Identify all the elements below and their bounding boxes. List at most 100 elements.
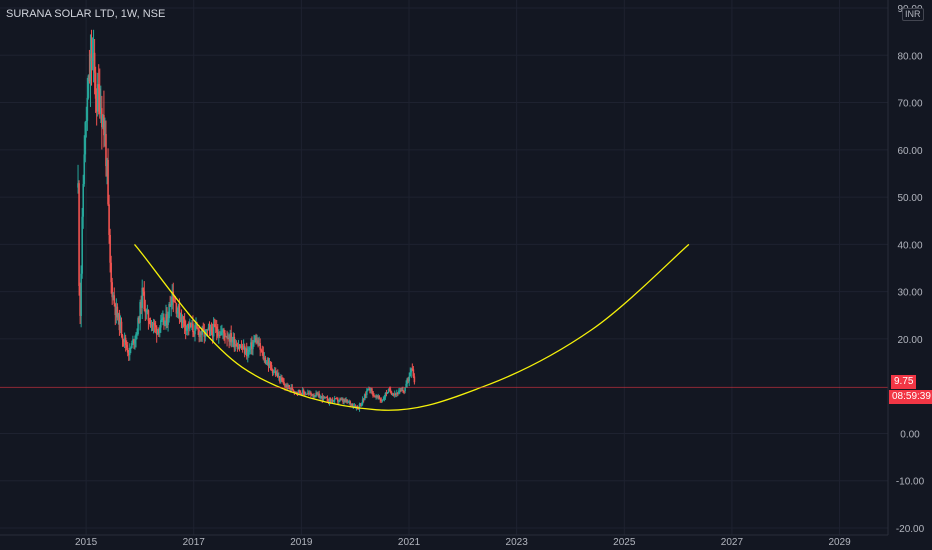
candle-body xyxy=(170,305,172,307)
candle-body xyxy=(162,317,164,319)
candle-body xyxy=(226,336,228,339)
candle-body xyxy=(208,327,211,329)
candle-body xyxy=(408,376,411,382)
candle-body xyxy=(221,331,223,333)
candle-body xyxy=(298,389,301,393)
candle-body xyxy=(146,310,149,312)
time-axis-bg[interactable] xyxy=(0,535,888,550)
price-tick-label: 60.00 xyxy=(897,146,922,157)
candle-body xyxy=(207,327,210,331)
candle-body xyxy=(148,320,151,324)
candle-body xyxy=(121,335,124,340)
candle-body xyxy=(324,397,327,398)
candle-body xyxy=(109,234,111,263)
candle-body xyxy=(243,345,246,354)
candle-body xyxy=(199,332,201,337)
candle-body xyxy=(192,323,194,332)
candle-body xyxy=(310,392,312,395)
candle-body xyxy=(329,398,332,402)
candle-body xyxy=(313,395,315,397)
candle-body xyxy=(149,323,152,327)
candle-body xyxy=(406,378,408,384)
currency-badge[interactable]: INR xyxy=(902,8,924,21)
candle-body xyxy=(232,336,235,342)
candle-body xyxy=(347,401,349,403)
candle-body xyxy=(306,392,309,395)
candle-body xyxy=(335,398,338,400)
candle-body xyxy=(92,52,95,58)
candle-body xyxy=(212,324,215,337)
candle-body xyxy=(119,321,122,331)
grid-lines xyxy=(0,0,888,535)
candle-body xyxy=(235,344,238,347)
time-axis-labels: 2015 2017 2019 2021 2023 2025 2027 2029 xyxy=(75,537,851,548)
candle-body xyxy=(393,393,396,395)
candle-body xyxy=(392,394,395,396)
candle-body xyxy=(259,343,261,350)
candle-body xyxy=(356,406,359,408)
candle-body xyxy=(353,405,356,407)
candle-body xyxy=(389,389,392,393)
bar-countdown-tag: 08:59:39 xyxy=(889,390,932,404)
candle-body xyxy=(256,340,258,343)
candle-body xyxy=(78,183,80,286)
candle-body xyxy=(248,349,250,352)
time-tick-label: 2019 xyxy=(290,537,313,548)
candle-body xyxy=(400,390,402,391)
candle-body xyxy=(295,391,298,393)
candle-body xyxy=(96,84,99,112)
candle-body xyxy=(160,320,162,328)
candle-body xyxy=(249,348,251,350)
price-tick-label: 0.00 xyxy=(900,429,920,440)
time-tick-label: 2025 xyxy=(613,537,636,548)
candle-body xyxy=(97,84,100,89)
candle-body xyxy=(124,337,127,345)
candle-body xyxy=(239,345,242,348)
candle-body xyxy=(105,134,107,167)
candle-body xyxy=(272,371,275,373)
candle-body xyxy=(220,331,222,336)
time-tick-label: 2023 xyxy=(506,537,529,548)
candle-body xyxy=(112,295,115,298)
candle-body xyxy=(293,390,296,393)
candle-body xyxy=(174,301,177,303)
candle-body xyxy=(163,317,165,325)
candle-body xyxy=(365,390,368,395)
candle-body xyxy=(339,399,341,401)
candle-body xyxy=(140,302,142,308)
candle-body xyxy=(98,88,101,114)
candle-body xyxy=(369,388,371,391)
candle-body xyxy=(111,282,113,298)
candle-body xyxy=(269,362,272,366)
price-tick-label: 40.00 xyxy=(897,240,922,251)
candle-body xyxy=(333,398,336,401)
candle-body xyxy=(203,330,206,337)
candle-body xyxy=(143,291,146,310)
candle-body xyxy=(285,385,287,388)
candle-body xyxy=(168,304,170,319)
candle-body xyxy=(364,394,367,396)
candle-body xyxy=(138,318,140,323)
price-axis-bg[interactable] xyxy=(888,0,932,535)
candle-body xyxy=(196,325,198,329)
candle-body xyxy=(255,338,257,343)
candle-body xyxy=(338,400,340,402)
candle-body xyxy=(101,108,103,128)
candle-body xyxy=(79,285,81,316)
candle-body xyxy=(317,393,319,395)
candle-body xyxy=(215,326,218,332)
candle-body xyxy=(222,329,224,332)
symbol-title: SURANA SOLAR LTD, 1W, NSE xyxy=(6,8,166,20)
candle-body xyxy=(394,393,397,395)
candle-body xyxy=(183,319,186,326)
candle-body xyxy=(198,329,200,337)
candle-body xyxy=(122,339,125,343)
candle-body xyxy=(126,347,129,353)
candle-body xyxy=(180,317,183,323)
candle-body xyxy=(311,394,313,396)
candle-body xyxy=(343,400,345,402)
candle-body xyxy=(178,305,181,320)
candle-body xyxy=(314,396,316,398)
price-tick-label: -20.00 xyxy=(896,524,925,535)
